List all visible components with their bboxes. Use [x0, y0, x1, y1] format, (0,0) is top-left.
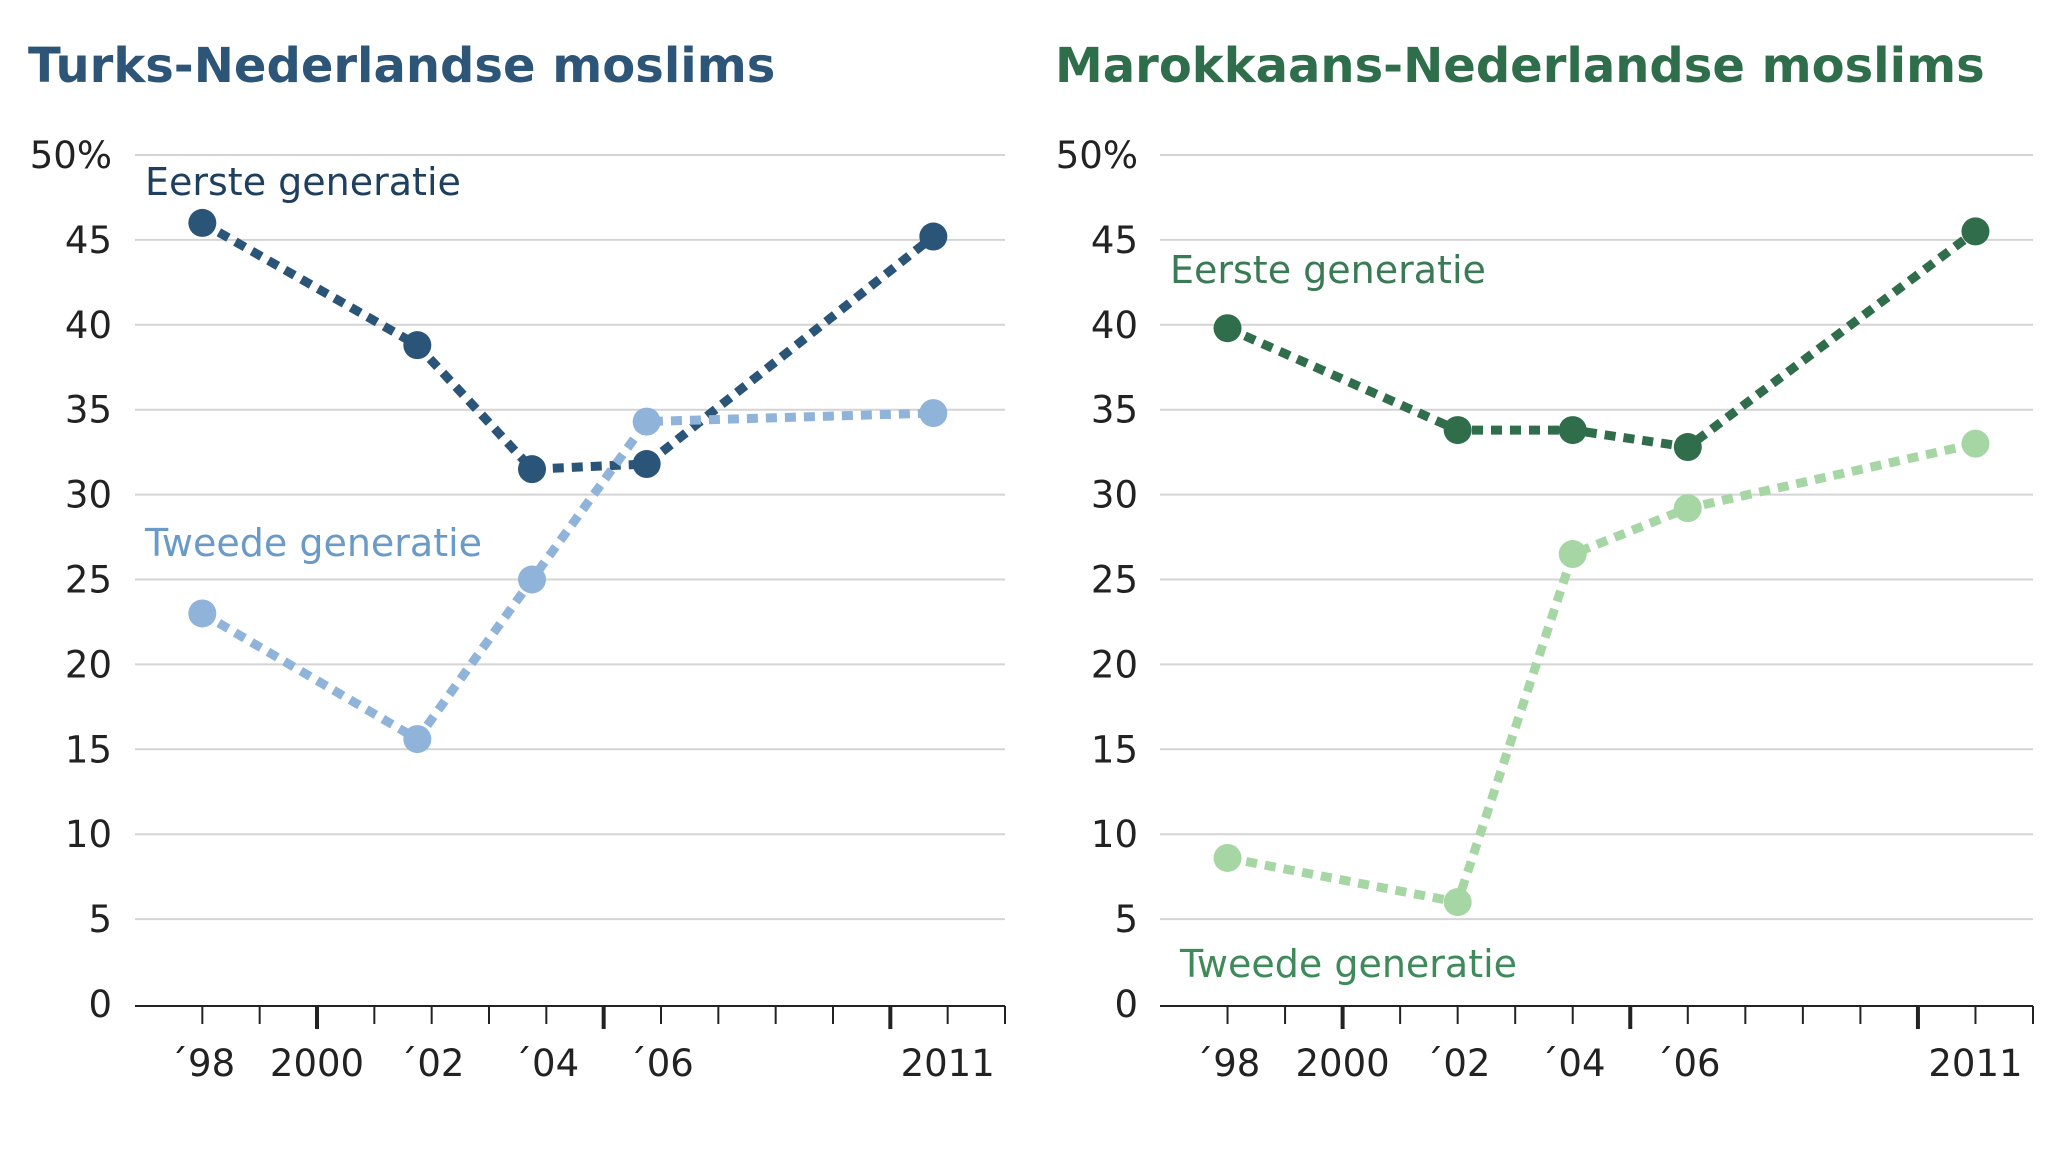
chart-title: Turks-Nederlandse moslims — [28, 38, 775, 94]
data-point — [632, 450, 661, 479]
y-tick-label: 10 — [1091, 813, 1138, 856]
y-tick-label: 45 — [1091, 219, 1138, 262]
data-point — [188, 208, 217, 237]
x-tick-label: 2011 — [901, 1042, 995, 1085]
data-point — [518, 455, 546, 484]
y-tick-label: 50% — [30, 134, 112, 177]
chart-panel-turkish: Turks-Nederlandse moslims 0 5 10 15 20 25 30 35 4… — [28, 38, 1006, 1085]
data-point — [1558, 540, 1587, 569]
y-tick-label: 5 — [1114, 898, 1138, 941]
y-tick-label: 0 — [1114, 983, 1138, 1026]
x-tick-label: ´04 — [1540, 1042, 1606, 1085]
y-tick-label: 0 — [88, 983, 112, 1026]
y-tick-label: 30 — [65, 474, 112, 517]
data-point — [188, 599, 217, 628]
x-tick-label: ´04 — [514, 1042, 580, 1085]
series-line — [1226, 439, 1977, 907]
x-tick-label: ´06 — [1655, 1042, 1721, 1085]
y-tick-label: 30 — [1091, 474, 1138, 517]
y-tick-label: 50% — [1056, 134, 1138, 177]
series-label: Tweede generatie — [144, 521, 482, 565]
data-point — [632, 407, 661, 436]
data-point — [403, 331, 432, 360]
x-tick-label: ´06 — [628, 1042, 694, 1085]
data-point — [919, 222, 948, 251]
series-label: Eerste generatie — [1170, 248, 1486, 292]
x-tick-label: ´02 — [1425, 1042, 1491, 1085]
y-tick-label: 45 — [65, 219, 112, 262]
x-tick-label: ´02 — [399, 1042, 465, 1085]
data-point — [1443, 888, 1472, 917]
x-tick-label: ´98 — [170, 1042, 236, 1085]
data-point — [1443, 416, 1472, 445]
data-point — [1558, 416, 1587, 445]
y-tick-label: 15 — [1091, 728, 1138, 771]
chart-panel-moroccan: Marokkaans-Nederlandse moslims 0 5 10 15 20 25… — [1055, 38, 2034, 1085]
y-tick-label: 35 — [65, 389, 112, 432]
y-tick-label: 20 — [1091, 643, 1138, 686]
data-point — [403, 725, 432, 754]
y-tick-label: 40 — [1091, 304, 1138, 347]
y-tick-label: 25 — [65, 559, 112, 602]
y-tick-label: 20 — [65, 643, 112, 686]
y-tick-label: 35 — [1091, 389, 1138, 432]
data-point — [919, 399, 948, 428]
x-tick-label: 2000 — [270, 1042, 364, 1085]
x-tick-label: 2011 — [1928, 1042, 2022, 1085]
data-point — [1213, 314, 1242, 343]
x-tick-label: 2000 — [1296, 1042, 1390, 1085]
y-tick-label: 5 — [88, 898, 112, 941]
y-tick-label: 10 — [65, 813, 112, 856]
data-point — [1961, 429, 1990, 458]
y-tick-label: 40 — [65, 304, 112, 347]
chart-title: Marokkaans-Nederlandse moslims — [1055, 38, 1985, 94]
x-tick-label: ´98 — [1195, 1042, 1261, 1085]
series-label: Tweede generatie — [1179, 942, 1517, 986]
series-line — [200, 219, 937, 474]
series-line — [200, 408, 934, 744]
y-tick-label: 15 — [65, 728, 112, 771]
series-label: Eerste generatie — [145, 160, 461, 204]
data-point — [1213, 843, 1242, 872]
data-point — [1673, 433, 1702, 462]
data-point — [1673, 494, 1702, 523]
data-point — [1961, 217, 1990, 246]
data-point — [518, 565, 546, 594]
y-tick-label: 25 — [1091, 559, 1138, 602]
